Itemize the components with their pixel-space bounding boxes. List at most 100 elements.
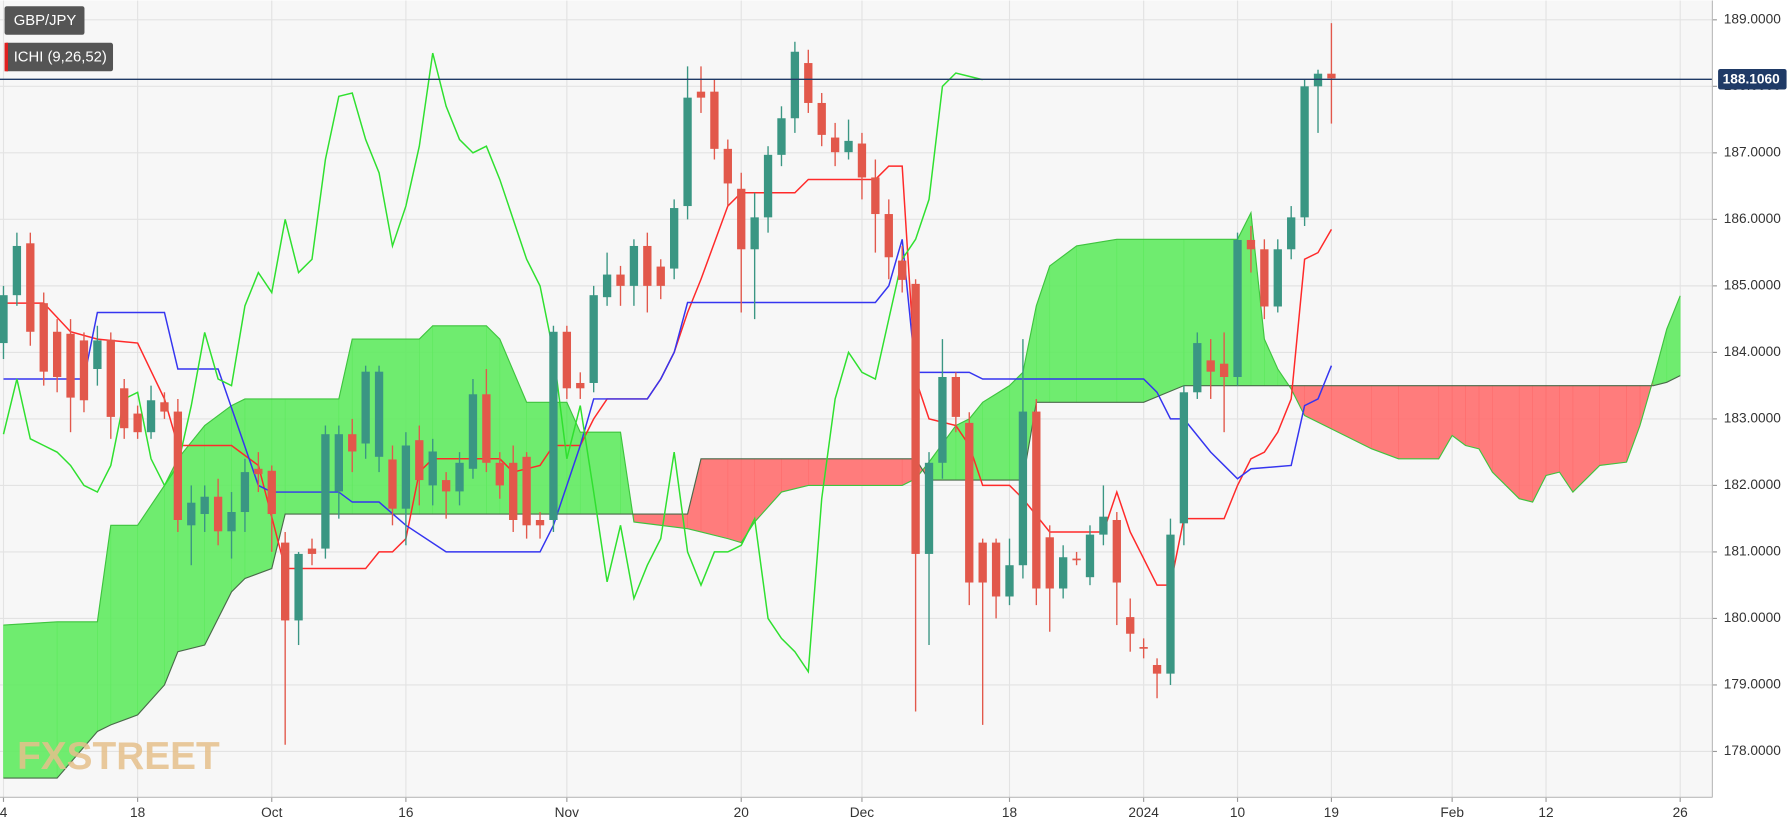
candle-body bbox=[616, 274, 625, 286]
candle-body bbox=[1166, 534, 1175, 674]
candle-body bbox=[173, 411, 183, 520]
candle-body bbox=[1005, 565, 1014, 597]
cloud-segment bbox=[700, 458, 729, 539]
candle-body bbox=[374, 371, 384, 457]
cloud-segment bbox=[727, 458, 742, 543]
cloud-segment bbox=[1076, 238, 1118, 403]
candle-body bbox=[321, 434, 330, 549]
candle-body bbox=[26, 243, 35, 332]
candle-body bbox=[93, 340, 102, 370]
x-tick-label: Oct bbox=[261, 805, 282, 820]
x-tick-label: Dec bbox=[850, 805, 874, 820]
candle-body bbox=[12, 245, 22, 296]
symbol-label: GBP/JPY bbox=[14, 13, 77, 29]
candle-body bbox=[629, 245, 639, 286]
y-tick-label: 186.0000 bbox=[1724, 211, 1781, 226]
candle-body bbox=[576, 382, 585, 389]
candle-body bbox=[0, 295, 8, 344]
candle-body bbox=[589, 295, 598, 383]
candle-body bbox=[965, 422, 974, 583]
y-tick-label: 182.0000 bbox=[1724, 477, 1781, 492]
candles bbox=[0, 23, 1336, 745]
watermark: FXSTREET bbox=[17, 735, 220, 778]
candle-body bbox=[951, 376, 961, 417]
candle-body bbox=[643, 245, 652, 286]
candle-body bbox=[1072, 558, 1081, 561]
candle-body bbox=[227, 512, 236, 532]
cloud-segment bbox=[1518, 385, 1533, 503]
candle-body bbox=[991, 542, 1001, 597]
cloud-segment bbox=[284, 398, 340, 515]
candle-body bbox=[1085, 534, 1095, 578]
candle-body bbox=[1206, 360, 1215, 372]
candle-body bbox=[388, 459, 397, 509]
candle-body bbox=[307, 548, 317, 554]
y-tick-label: 179.0000 bbox=[1724, 677, 1781, 692]
cloud-segment bbox=[526, 401, 568, 515]
candle-body bbox=[200, 496, 209, 515]
candle-body bbox=[522, 456, 531, 526]
candle-body bbox=[133, 413, 142, 433]
candle-body bbox=[1179, 392, 1189, 524]
candle-body bbox=[1139, 647, 1148, 649]
x-tick-label: 18 bbox=[1002, 805, 1018, 820]
candle-body bbox=[495, 462, 504, 486]
candle-body bbox=[830, 137, 840, 153]
x-tick-label: 26 bbox=[1673, 805, 1689, 820]
x-tick-label: 16 bbox=[398, 805, 414, 820]
candle-body bbox=[723, 148, 732, 184]
candle-body bbox=[1260, 249, 1269, 307]
cloud-segment bbox=[419, 325, 434, 515]
candle-body bbox=[146, 400, 156, 433]
candle-body bbox=[267, 470, 276, 515]
cloud-segment bbox=[1599, 385, 1627, 466]
candle-body bbox=[549, 331, 558, 520]
candle-body bbox=[924, 462, 934, 554]
last-price-box bbox=[1718, 69, 1787, 90]
candle-body bbox=[1300, 86, 1309, 218]
last-price-label: 188.1060 bbox=[1723, 71, 1780, 86]
y-tick-label: 181.0000 bbox=[1724, 544, 1781, 559]
candle-body bbox=[750, 217, 759, 250]
cloud-segment bbox=[110, 525, 138, 726]
candle-body bbox=[509, 462, 518, 520]
candle-body bbox=[1193, 343, 1202, 393]
cloud-segment bbox=[1371, 385, 1399, 460]
candle-body bbox=[348, 434, 357, 452]
candle-body bbox=[1219, 363, 1229, 377]
candle-body bbox=[361, 371, 370, 444]
x-tick-label: 4 bbox=[0, 805, 8, 820]
y-tick-label: 185.0000 bbox=[1724, 277, 1781, 292]
candle-body bbox=[884, 214, 893, 258]
candle-body bbox=[441, 480, 451, 492]
candle-body bbox=[777, 118, 786, 155]
symbol-box bbox=[4, 6, 85, 35]
candle-body bbox=[804, 63, 813, 103]
cloud-segment bbox=[1398, 385, 1440, 460]
candle-body bbox=[1032, 411, 1041, 589]
cloud-segment bbox=[1143, 239, 1185, 403]
candle-body bbox=[911, 283, 920, 554]
ichimoku-cloud bbox=[3, 210, 1681, 779]
candle-body bbox=[1112, 519, 1121, 583]
candle-body bbox=[978, 542, 987, 583]
candle-body bbox=[1152, 664, 1162, 674]
y-tick-label: 187.0000 bbox=[1724, 144, 1781, 159]
cloud-segment bbox=[1116, 239, 1144, 403]
candle-body bbox=[938, 376, 947, 463]
candle-body bbox=[428, 451, 437, 486]
y-tick-label: 184.0000 bbox=[1724, 344, 1781, 359]
x-tick-label: 12 bbox=[1538, 805, 1553, 820]
candle-body bbox=[1246, 239, 1256, 250]
indicator-swatch bbox=[4, 42, 8, 72]
x-tick-label: 10 bbox=[1230, 805, 1246, 820]
candle-body bbox=[240, 472, 250, 513]
candle-body bbox=[871, 177, 880, 215]
candle-body bbox=[898, 260, 907, 280]
candle-body bbox=[1273, 249, 1282, 307]
indicator-label: ICHI (9,26,52) bbox=[14, 50, 107, 66]
candle-body bbox=[535, 519, 545, 526]
indicator-line bbox=[3, 239, 1333, 553]
candle-body bbox=[482, 394, 491, 463]
